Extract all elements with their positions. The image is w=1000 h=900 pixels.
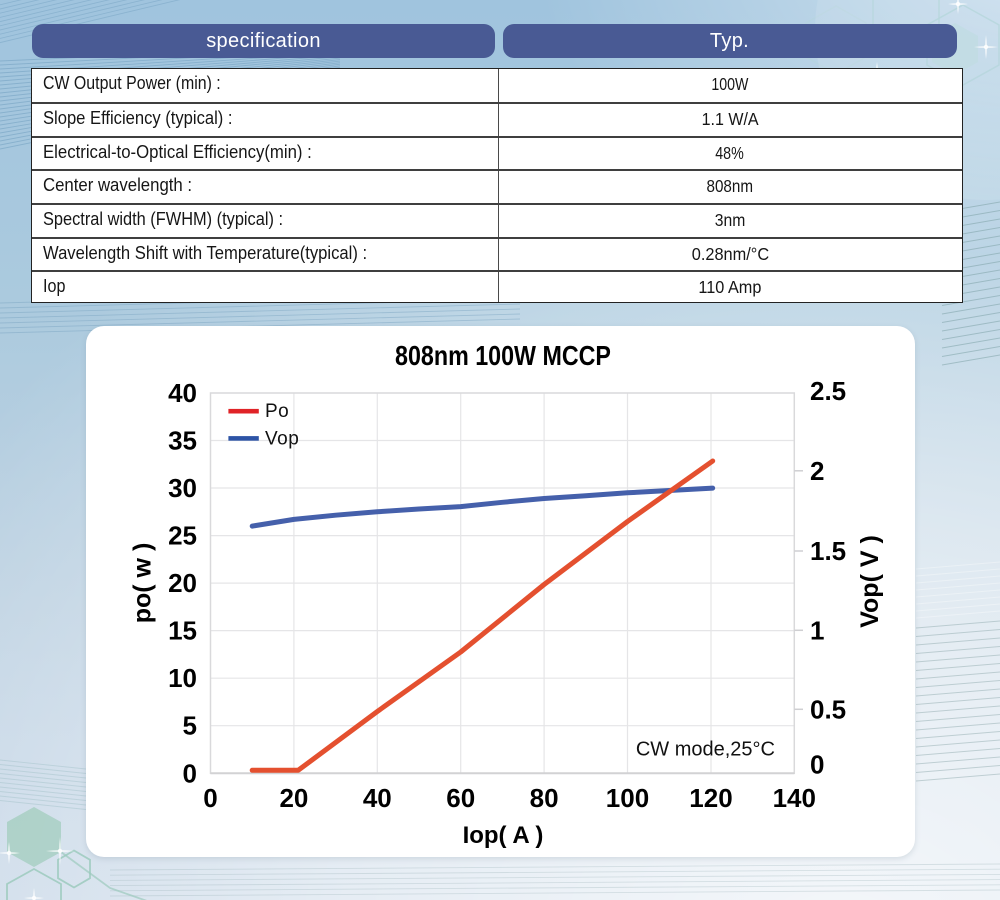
svg-text:25: 25 [168,521,197,551]
svg-text:5: 5 [183,711,197,741]
svg-text:Vop( V ): Vop( V ) [856,535,884,628]
svg-text:40: 40 [168,378,197,408]
svg-text:140: 140 [773,783,816,813]
svg-text:20: 20 [279,783,308,813]
svg-text:0: 0 [810,750,824,780]
svg-text:35: 35 [168,426,197,456]
svg-text:10: 10 [168,663,197,693]
svg-text:100: 100 [606,783,649,813]
svg-text:2.5: 2.5 [810,376,846,406]
svg-text:2: 2 [810,456,824,486]
svg-text:80: 80 [530,783,559,813]
svg-text:30: 30 [168,473,197,503]
svg-text:1.5: 1.5 [810,536,846,566]
svg-text:120: 120 [689,783,732,813]
svg-text:808nm 100W MCCP: 808nm 100W MCCP [395,341,611,371]
svg-text:CW mode,25°C: CW mode,25°C [636,739,775,761]
svg-text:Iop( A ): Iop( A ) [463,822,544,849]
svg-text:60: 60 [446,783,475,813]
svg-text:po( w ): po( w ) [129,543,157,624]
svg-text:0.5: 0.5 [810,694,846,724]
svg-text:0: 0 [183,758,197,788]
svg-text:Vop: Vop [265,428,299,449]
svg-text:40: 40 [363,783,392,813]
svg-text:0: 0 [203,783,217,813]
svg-text:15: 15 [168,616,197,646]
svg-text:20: 20 [168,568,197,598]
svg-text:1: 1 [810,615,824,645]
svg-text:Po: Po [265,401,289,422]
